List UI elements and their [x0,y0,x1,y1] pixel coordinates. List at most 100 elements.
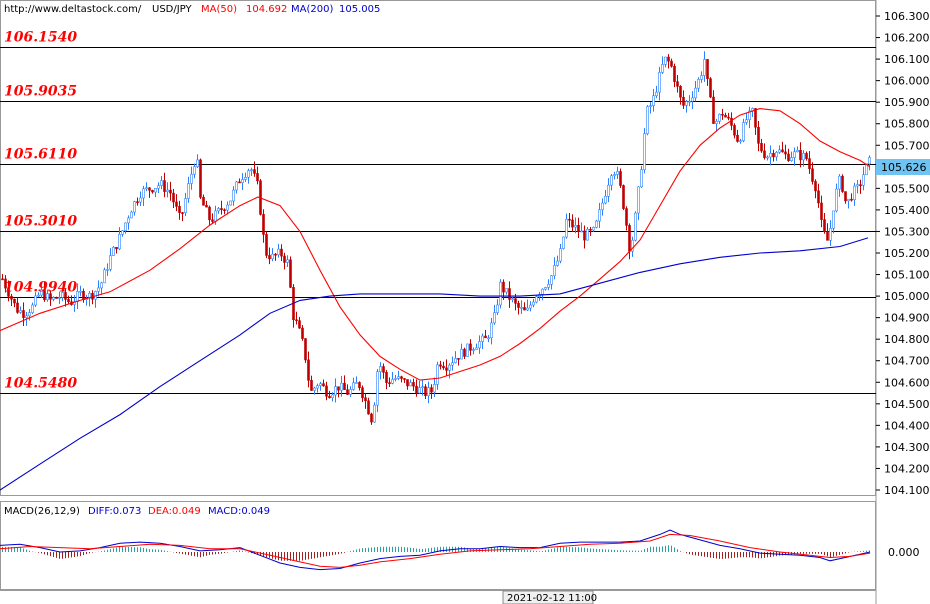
candle-body [472,349,475,351]
candle-body [844,191,847,202]
candle-body [43,289,46,301]
candle-body [244,176,247,180]
candle-body [10,296,13,300]
candle-body [478,341,481,349]
candle-body [283,255,286,263]
candle-body [247,170,250,178]
candle-body [22,310,25,318]
candle-body [307,359,310,381]
candle-body [553,265,556,277]
candle-body [658,72,661,93]
candle-body [235,181,238,191]
candle-body [808,158,811,169]
candle-body [370,413,373,423]
candle-body [202,196,205,206]
candle-body [379,366,382,373]
candle-body [112,246,115,256]
price-tick-label: 104.200 [884,462,930,475]
candle-body [742,122,745,141]
candle-body [55,297,58,299]
candle-body [484,335,487,339]
candle-body [739,140,742,142]
candle-body [394,378,397,380]
candle-body [631,239,634,252]
candle-body [802,153,805,161]
ma200-line [0,237,869,491]
candle-body [862,174,865,186]
candle-body [442,365,445,369]
candle-body [748,110,751,120]
candle-body [46,293,49,301]
candle-body [412,382,415,387]
candle-body [520,307,523,309]
candle-body [262,214,265,235]
macd-title: MACD(26,12,9) [4,506,80,517]
candle-body [265,234,268,256]
candle-body [814,181,817,192]
candle-body [721,113,724,116]
candle-body [664,56,667,65]
candle-body [175,201,178,207]
candle-body [529,304,532,309]
candle-body [34,295,37,306]
candle-body [310,380,313,391]
candle-body [607,184,610,197]
candle-body [571,219,574,228]
candle-body [838,175,841,190]
candle-body [388,382,391,384]
candle-body [820,202,823,220]
macd-zero-label: 0.000 [888,546,920,559]
candle-body [208,206,211,221]
price-tick-label: 106.100 [884,53,930,66]
candle-body [148,187,151,191]
candle-body [781,149,784,153]
candle-body [151,190,154,193]
macd-header: MACD(26,12,9) DIFF:0.073 DEA:0.049 MACD:… [4,506,270,517]
candle-body [391,379,394,384]
candle-body [304,338,307,361]
candle-body [433,384,436,393]
candle-body [115,246,118,250]
candle-body [13,298,16,304]
candle-body [448,364,451,371]
candle-body [229,200,232,206]
price-tick-label: 104.400 [884,419,930,432]
candle-body [499,281,502,306]
candle-body [688,100,691,103]
candle-body [811,168,814,182]
candle-body [859,184,862,186]
level-label: 105.3010 [4,214,77,230]
candle-body [289,259,292,288]
candle-body [397,376,400,379]
source-url: http://www.deltastock.com/ [4,4,142,15]
candle-body [400,376,403,379]
candle-body [28,312,31,317]
candle-body [439,364,442,367]
candle-body [130,211,133,219]
candle-body [505,288,508,293]
candle-body [118,234,121,250]
candle-body [7,287,10,297]
candle-body [679,85,682,98]
candle-body [106,269,109,271]
candle-body [463,348,466,357]
candle-body [64,292,67,300]
candle-body [256,173,259,182]
candle-body [382,366,385,373]
time-cursor-box [502,590,594,604]
candle-body [124,222,127,231]
candle-body [343,382,346,391]
candle-body [583,230,586,241]
candle-body [757,126,760,144]
candle-body [589,228,592,231]
candle-body [670,60,673,67]
candle-body [673,65,676,82]
candle-body [337,386,340,391]
price-tick-label: 106.300 [884,10,930,23]
candle-body [850,198,853,201]
candle-body [226,204,229,211]
candle-body [346,389,349,395]
level-label: 105.6110 [4,147,77,163]
candle-body [523,307,526,311]
price-tick-label: 105.100 [884,269,930,282]
